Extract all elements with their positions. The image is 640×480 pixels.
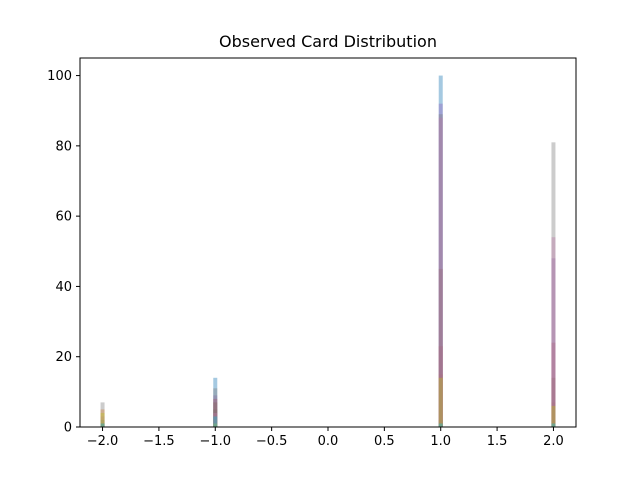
y-tick-label: 80: [55, 139, 72, 154]
x-tick-label: −0.5: [256, 434, 288, 449]
y-tick-label: 40: [55, 280, 72, 295]
bar-series-5-x2: [551, 377, 556, 427]
bar-series-4-x1: [438, 103, 443, 427]
bar-series-2-x-1: [213, 409, 218, 427]
bar-series-0-x1: [438, 75, 443, 427]
x-tick-label: 0.0: [318, 434, 339, 449]
bars-layer: [100, 75, 556, 428]
bar-series-8-x-2: [100, 412, 105, 427]
bar-series-6-x2: [551, 237, 556, 427]
bar-series-6-x1: [438, 117, 443, 428]
bar-series-1-x1: [438, 374, 443, 427]
y-tick-label: 0: [64, 421, 72, 436]
x-tick-label: 1.5: [487, 434, 508, 449]
bar-series-3-x-1: [213, 398, 218, 427]
x-tick-label: 2.0: [543, 434, 564, 449]
bar-series-9-x2: [551, 423, 556, 427]
bar-series-8-x2: [551, 405, 556, 427]
bar-series-8-x-1: [213, 423, 218, 427]
bar-series-2-x-2: [100, 419, 105, 427]
x-tick-label: 0.5: [374, 434, 395, 449]
y-tick-label: 20: [55, 350, 72, 365]
bar-series-0-x-1: [213, 377, 218, 427]
bar-series-6-x-1: [213, 412, 218, 427]
x-tick-label: 1.0: [430, 434, 451, 449]
bar-series-7-x-1: [213, 388, 218, 427]
bar-series-5-x-1: [213, 402, 218, 427]
bar-series-9-x-1: [213, 416, 218, 427]
bar-series-7-x1: [438, 114, 443, 427]
bar-series-1-x-2: [100, 409, 105, 427]
bar-series-1-x-1: [213, 419, 218, 427]
x-tick-label: −1.0: [199, 434, 231, 449]
bar-series-6-x-2: [100, 416, 105, 427]
plot-frame: [79, 57, 577, 428]
bar-series-4-x-1: [213, 395, 218, 427]
y-tick-label: 100: [47, 69, 72, 84]
bar-series-9-x1: [438, 423, 443, 427]
bar-series-3-x1: [438, 346, 443, 427]
y-tick-label: 60: [55, 210, 72, 225]
bar-series-4-x2: [551, 258, 556, 427]
bar-series-7-x-2: [100, 402, 105, 427]
bar-series-3-x2: [551, 342, 556, 427]
bar-series-1-x2: [551, 402, 556, 427]
bar-series-9-x-2: [100, 423, 105, 427]
bar-series-5-x1: [438, 268, 443, 427]
bar-series-7-x2: [551, 142, 556, 427]
bar-series-2-x1: [438, 419, 443, 427]
bar-series-5-x-2: [100, 423, 105, 427]
x-tick-label: −2.0: [87, 434, 119, 449]
axes-layer: −2.0 −1.5 −1.0 −0.5 0.0 0.5 1.0 1.5 2.0 0 20 40 60 80…: [47, 57, 577, 449]
chart-title: Observed Card Distribution: [219, 32, 437, 51]
x-tick-label: −1.5: [143, 434, 175, 449]
bar-series-2-x2: [551, 419, 556, 427]
bar-series-3-x-2: [100, 423, 105, 427]
bar-series-8-x1: [438, 377, 443, 427]
